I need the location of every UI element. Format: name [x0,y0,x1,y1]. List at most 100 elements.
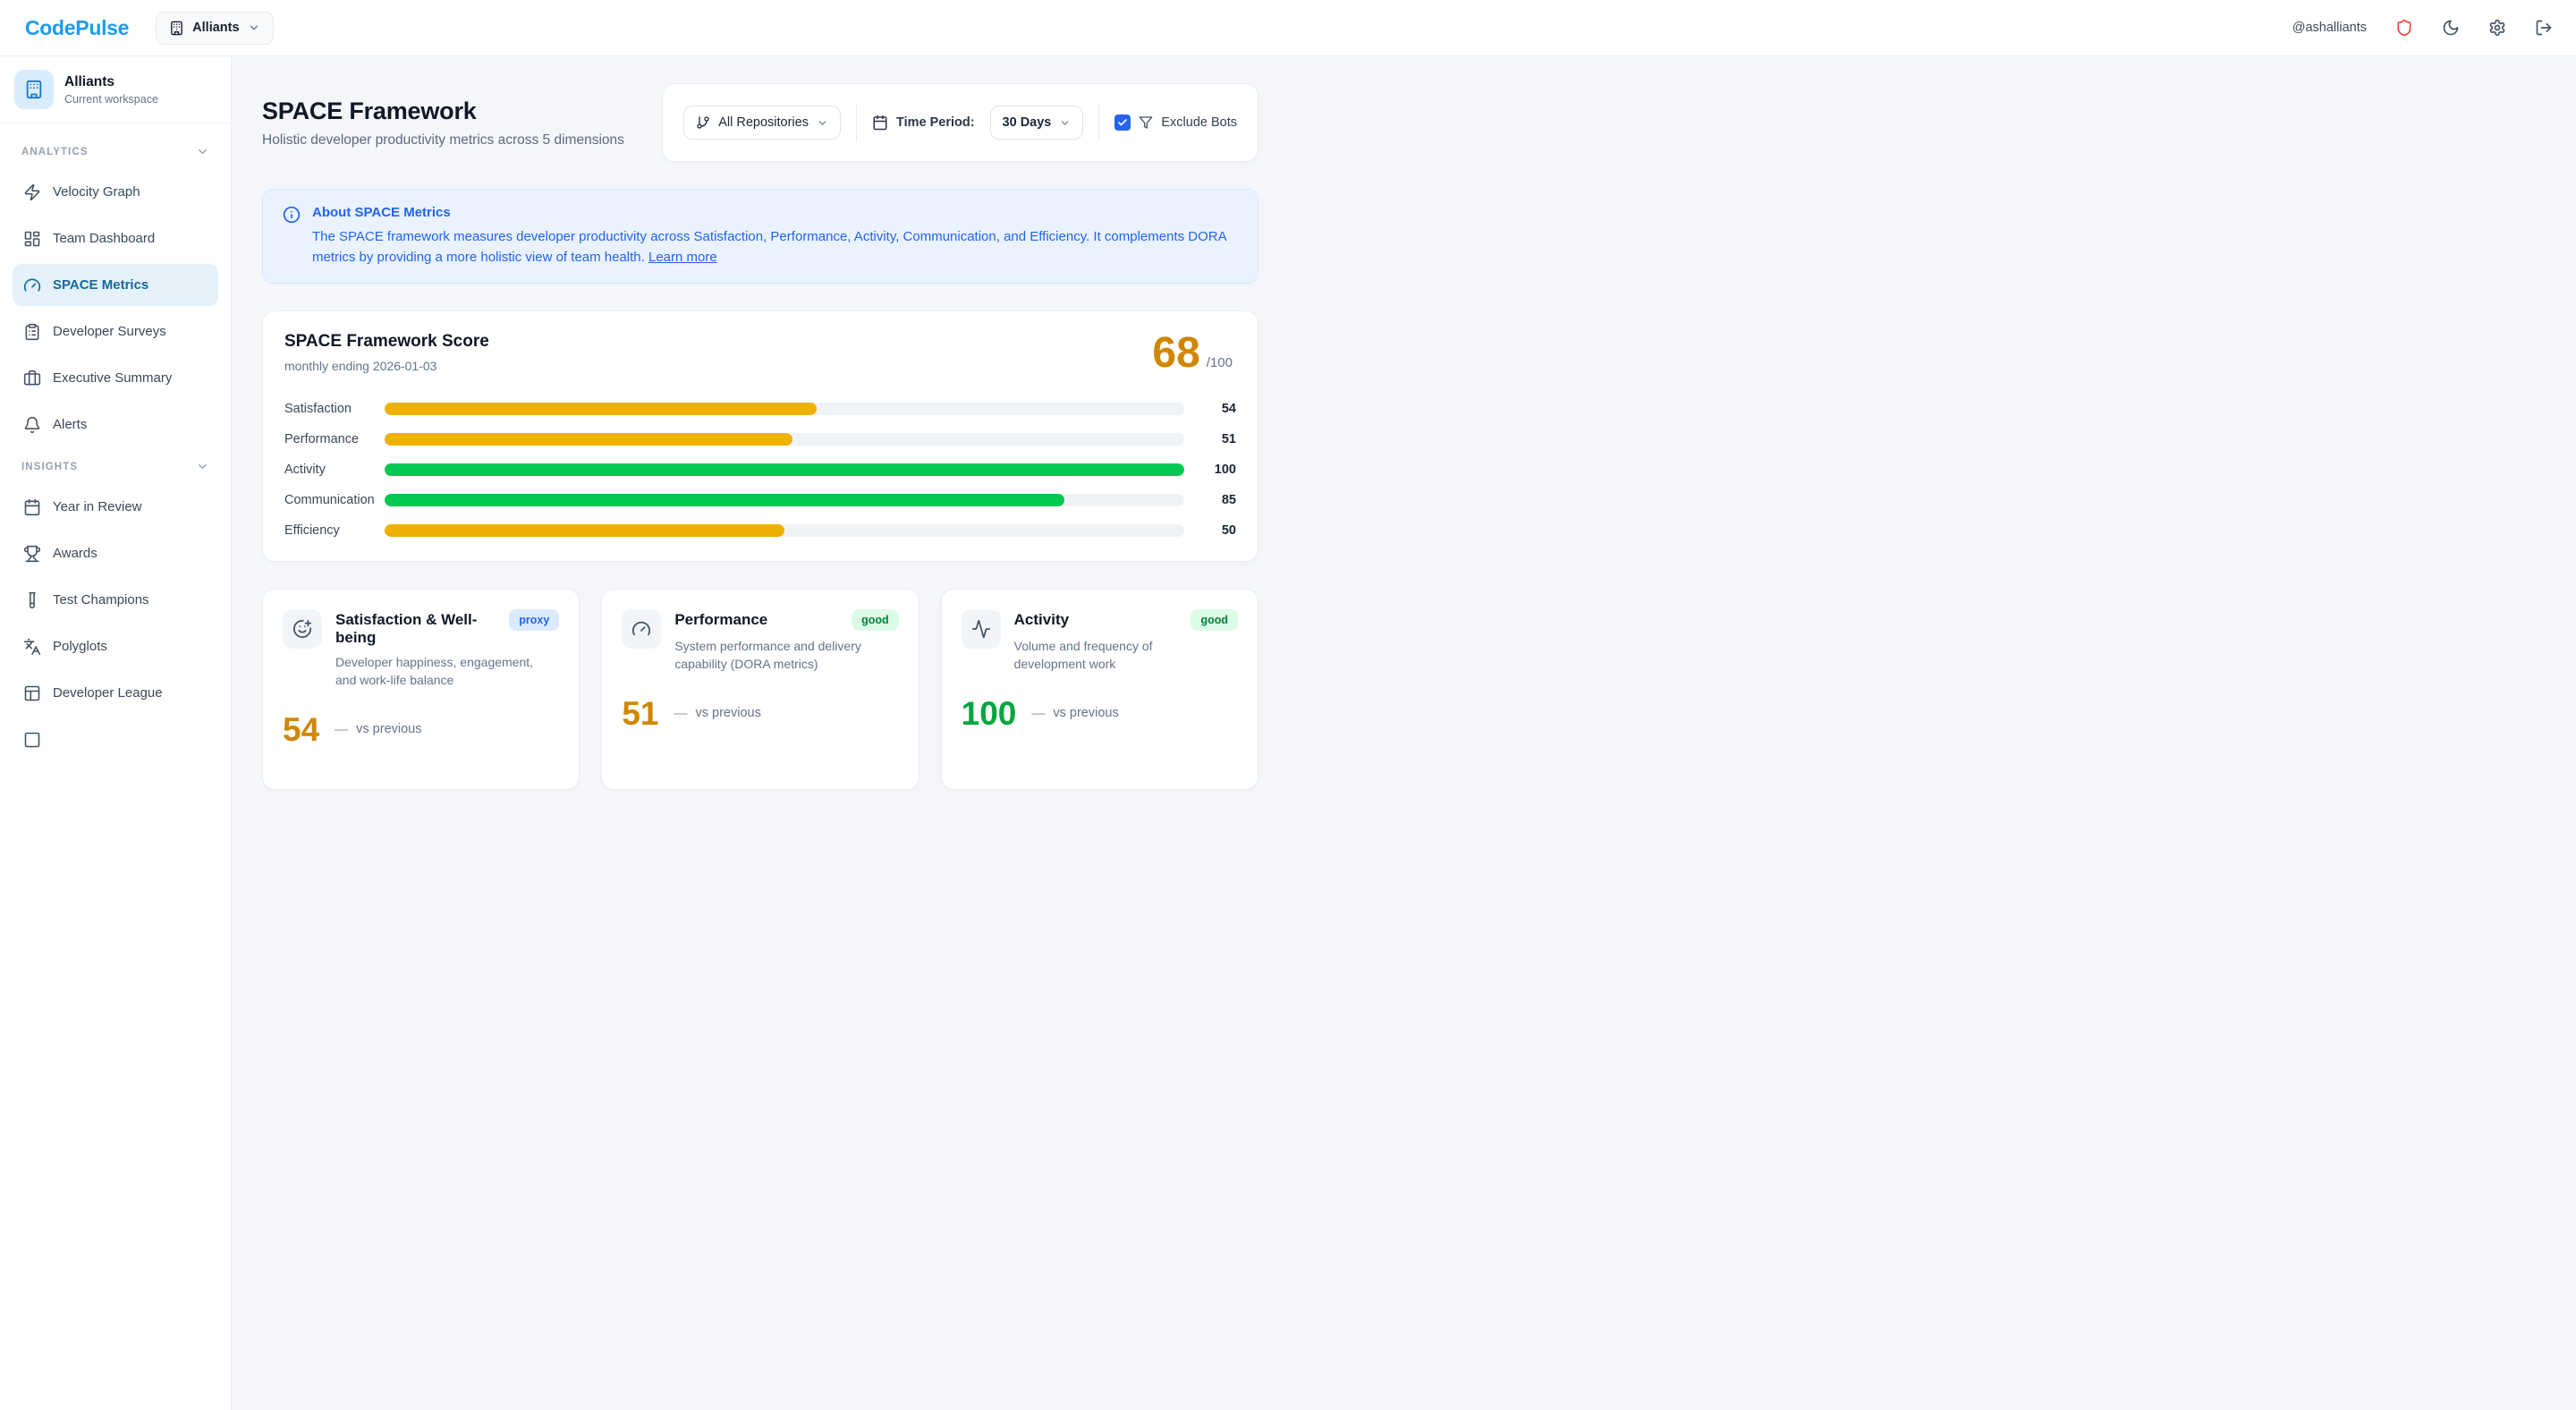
bar-value: 51 [1221,432,1236,446]
card-value: 54 [283,710,320,748]
time-period-label: Time Period: [895,115,975,130]
sidebar-item-label: Polyglots [53,639,107,654]
languages-icon [23,638,41,656]
info-banner: About SPACE Metrics The SPACE framework … [262,189,1258,284]
exclude-bots-control[interactable]: Exclude Bots [1114,115,1237,131]
sidebar-item-developer-surveys[interactable]: Developer Surveys [13,310,218,352]
sidebar-item-developer-league[interactable]: Developer League [13,672,218,714]
moon-icon[interactable] [2442,19,2460,37]
bar-track [385,463,1184,476]
main-content: SPACE Framework Holistic developer produ… [232,56,1288,790]
sidebar-item-label: Year in Review [53,499,142,514]
chevron-down-icon [248,21,260,34]
delta-label: vs previous [356,722,422,737]
workspace-switcher[interactable]: Alliants [156,11,274,45]
sidebar-item-awards[interactable]: Awards [13,532,218,574]
sidebar-item-polyglots[interactable]: Polyglots [13,625,218,667]
delta-label: vs previous [1053,706,1119,721]
briefcase-icon [23,369,41,387]
sidebar-item-label: Test Champions [53,592,149,607]
sidebar-item-label: Developer League [53,685,163,701]
card-title: Activity [1013,611,1070,628]
sidebar-item-year-in-review[interactable]: Year in Review [13,486,218,528]
space-score-card: SPACE Framework Score monthly ending 202… [262,310,1258,562]
bar-fill [385,403,817,415]
gear-icon[interactable] [2488,19,2506,37]
bar-value: 50 [1221,523,1236,538]
exclude-bots-checkbox[interactable] [1114,115,1131,131]
score-bar-row: Efficiency 50 [284,523,1236,538]
metric-cards-row: Satisfaction & Well-being proxy Develope… [262,589,1258,790]
page-subtitle: Holistic developer productivity metrics … [262,132,624,148]
card-title: Performance [674,611,768,628]
repository-select-value: All Repositories [718,115,809,130]
status-badge: proxy [509,609,560,631]
workspace-block[interactable]: Alliants Current workspace [0,56,231,123]
bar-track [385,524,1184,537]
delta-dash: — [1031,705,1046,721]
section-insights[interactable]: INSIGHTS [13,446,218,481]
total-score-value: 68 [1152,329,1200,377]
sidebar-item-executive-summary[interactable]: Executive Summary [13,357,218,399]
card-description: Volume and frequency of development work [1013,639,1153,672]
bar-fill [385,463,1184,476]
test-tube-icon [23,591,41,609]
clipboard-list-icon [23,323,41,341]
delta-dash: — [674,705,688,721]
bell-icon [23,416,41,434]
chevron-down-icon [1059,117,1071,129]
score-card-header: SPACE Framework Score monthly ending 202… [284,332,1236,375]
sidebar-item-space-metrics[interactable]: SPACE Metrics [13,264,218,306]
time-period-select-value: 30 Days [1002,115,1052,130]
performance-card: Performance good System performance and … [601,589,919,790]
section-label: ANALYTICS [21,146,89,157]
repository-select[interactable]: All Repositories [683,106,841,140]
bar-value: 85 [1221,493,1236,507]
username-label: @ashalliants [2292,21,2367,35]
sidebar-item-velocity-graph[interactable]: Velocity Graph [13,171,218,213]
workspace-subtitle: Current workspace [64,92,158,106]
total-score: 68 /100 [1152,332,1236,375]
gauge-icon [622,609,662,649]
score-card-subtitle: monthly ending 2026-01-03 [284,359,437,373]
score-bar-row: Performance 51 [284,432,1236,446]
bar-value: 100 [1214,463,1236,477]
sidebar-item-partial[interactable] [13,718,218,760]
calendar-icon [872,115,888,131]
table-icon [23,684,41,702]
sidebar-item-label: Alerts [53,417,88,432]
sidebar-item-team-dashboard[interactable]: Team Dashboard [13,217,218,259]
sidebar-item-label: Velocity Graph [53,184,140,200]
git-branch-icon [696,115,710,130]
shield-icon[interactable] [2395,19,2413,37]
section-label: INSIGHTS [21,461,79,472]
learn-more-link[interactable]: Learn more [648,249,717,265]
bar-label: Efficiency [284,523,340,538]
card-description: System performance and delivery capabili… [674,639,861,672]
sidebar-item-label: SPACE Metrics [53,277,149,293]
sidebar-item-alerts[interactable]: Alerts [13,403,218,446]
sidebar-item-label: Team Dashboard [53,231,156,246]
status-badge: good [852,609,899,631]
bar-label: Communication [284,493,375,507]
activity-card: Activity good Volume and frequency of de… [940,589,1258,790]
funnel-icon [1139,115,1153,130]
layout-dashboard-icon [23,230,41,248]
bar-track [385,433,1184,446]
card-title: Satisfaction & Well-being [335,611,478,646]
sidebar-item-label: Awards [53,546,97,561]
section-analytics[interactable]: ANALYTICS [13,131,218,166]
bar-track [385,403,1184,415]
workspace-name: Alliants [64,73,114,89]
logout-icon[interactable] [2535,19,2553,37]
zap-icon [23,183,41,201]
square-icon [23,731,41,749]
sidebar-item-label: Executive Summary [53,370,173,386]
delta-label: vs previous [695,706,761,721]
time-period-select[interactable]: 30 Days [989,106,1084,140]
card-value: 100 [961,694,1017,732]
sidebar-item-test-champions[interactable]: Test Champions [13,579,218,621]
time-period-label-group: Time Period: [872,115,975,131]
bar-fill [385,433,792,446]
score-bar-row: Activity 100 [284,463,1236,477]
